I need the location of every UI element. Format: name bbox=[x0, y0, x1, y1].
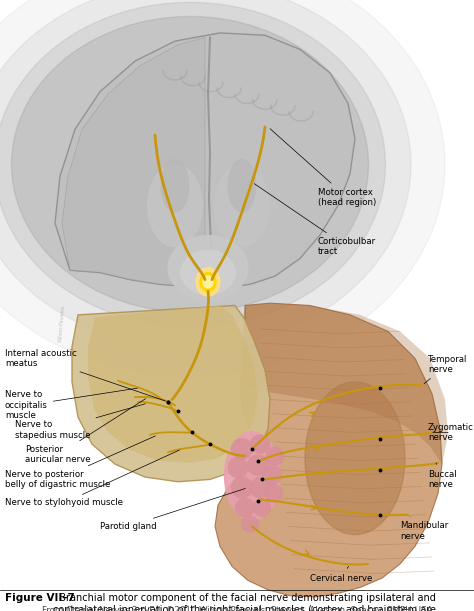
Text: Cervical nerve: Cervical nerve bbox=[310, 566, 373, 583]
Ellipse shape bbox=[305, 382, 405, 535]
Text: Posterior
auricular nerve: Posterior auricular nerve bbox=[25, 398, 146, 464]
Text: Branchial motor component of the facial nerve demonstrating ipsilateral and cont: Branchial motor component of the facial … bbox=[53, 593, 436, 611]
Text: Mandibular
nerve: Mandibular nerve bbox=[400, 517, 448, 541]
Ellipse shape bbox=[225, 432, 280, 520]
Ellipse shape bbox=[265, 484, 283, 503]
Ellipse shape bbox=[181, 251, 236, 295]
Ellipse shape bbox=[262, 465, 282, 485]
Ellipse shape bbox=[0, 0, 411, 348]
Ellipse shape bbox=[250, 477, 270, 498]
Text: Nerve to posterior
belly of digastric muscle: Nerve to posterior belly of digastric mu… bbox=[5, 436, 155, 489]
Ellipse shape bbox=[228, 159, 256, 212]
Ellipse shape bbox=[147, 164, 202, 247]
Text: From Cranial Nerves 3rd Ed. ©2010 Wilson-Pauwels, Stewart, Akesson, Spacey, PMPH: From Cranial Nerves 3rd Ed. ©2010 Wilson… bbox=[42, 606, 432, 611]
Polygon shape bbox=[55, 33, 355, 288]
Text: Corticobulbar
tract: Corticobulbar tract bbox=[254, 184, 376, 257]
Ellipse shape bbox=[11, 16, 368, 313]
Text: Nerve to stylohyoid muscle: Nerve to stylohyoid muscle bbox=[5, 450, 180, 507]
Ellipse shape bbox=[266, 447, 284, 466]
Text: Buccal
nerve: Buccal nerve bbox=[428, 463, 456, 489]
Ellipse shape bbox=[241, 516, 259, 532]
Ellipse shape bbox=[231, 438, 253, 459]
Ellipse shape bbox=[235, 498, 255, 517]
Polygon shape bbox=[62, 38, 205, 288]
Circle shape bbox=[196, 268, 220, 296]
Text: Temporal
nerve: Temporal nerve bbox=[424, 354, 467, 384]
Ellipse shape bbox=[161, 159, 189, 212]
Ellipse shape bbox=[228, 457, 248, 478]
Polygon shape bbox=[215, 303, 442, 597]
Text: Figure VII–7: Figure VII–7 bbox=[5, 593, 75, 604]
Polygon shape bbox=[240, 303, 448, 464]
Text: Motor cortex
(head region): Motor cortex (head region) bbox=[270, 129, 376, 207]
Polygon shape bbox=[72, 306, 270, 481]
Ellipse shape bbox=[231, 477, 253, 498]
Ellipse shape bbox=[247, 455, 269, 476]
Text: Nerve to
stapedius muscle: Nerve to stapedius muscle bbox=[15, 404, 146, 440]
Polygon shape bbox=[88, 306, 258, 463]
Text: Parotid gland: Parotid gland bbox=[100, 488, 246, 531]
Ellipse shape bbox=[168, 236, 248, 300]
Ellipse shape bbox=[250, 435, 270, 453]
Ellipse shape bbox=[253, 499, 271, 516]
Ellipse shape bbox=[215, 164, 270, 247]
Text: Nerve to
occipitalis
muscle: Nerve to occipitalis muscle bbox=[5, 388, 137, 420]
Text: Zygomatic
nerve: Zygomatic nerve bbox=[428, 423, 474, 442]
Text: Internal acoustic
meatus: Internal acoustic meatus bbox=[5, 349, 165, 401]
Circle shape bbox=[200, 273, 216, 291]
Circle shape bbox=[203, 276, 213, 288]
Ellipse shape bbox=[0, 0, 445, 376]
Ellipse shape bbox=[0, 2, 385, 327]
Text: Wilson-Pauwels: Wilson-Pauwels bbox=[58, 304, 66, 342]
